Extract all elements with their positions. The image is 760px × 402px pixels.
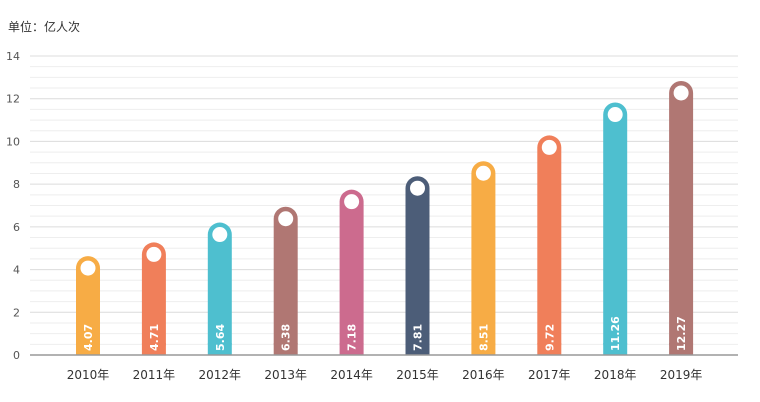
unit-label: 单位：亿人次	[8, 20, 81, 34]
bar-group: 4.71	[141, 242, 166, 355]
bar-group: 5.64	[207, 222, 232, 355]
x-tick-label: 2012年	[199, 368, 242, 382]
x-tick-label: 2018年	[594, 368, 637, 382]
bar-base	[207, 343, 232, 355]
bar-group: 9.72	[537, 135, 562, 355]
bar-group: 12.27	[669, 80, 694, 355]
bar-value-label: 12.27	[675, 316, 688, 351]
bar-value-label: 4.07	[82, 324, 95, 351]
x-tick-label: 2011年	[133, 368, 176, 382]
bar-value-label: 7.81	[412, 324, 425, 351]
x-tick-label: 2013年	[264, 368, 307, 382]
bar-base	[273, 343, 298, 355]
y-axis: 0 2 4 6 8 10 12 14	[6, 50, 20, 362]
bar-value-label: 6.38	[280, 324, 293, 351]
y-tick-label: 2	[13, 306, 20, 319]
y-tick-label: 6	[13, 221, 20, 234]
bar	[471, 161, 496, 355]
bar-marker	[410, 180, 425, 196]
bar	[273, 206, 298, 355]
x-tick-label: 2014年	[330, 368, 373, 382]
bar-base	[141, 343, 166, 355]
bar-value-label: 7.18	[346, 324, 359, 351]
bar-marker	[80, 260, 96, 276]
bar	[141, 242, 166, 355]
bar-marker	[146, 246, 162, 262]
y-tick-label: 14	[6, 50, 20, 63]
bar-base	[76, 343, 100, 355]
bar-value-label: 11.26	[609, 316, 622, 351]
y-tick-label: 8	[13, 178, 20, 191]
bar	[405, 176, 430, 355]
bar-group: 6.38	[273, 206, 298, 355]
bars: 4.07 4.71 5.64 6.38 7.18 7.81 8.51 9.72 11.26 12.…	[76, 80, 694, 355]
bar	[669, 80, 694, 355]
grid-lines	[30, 55, 738, 345]
x-tick-label: 2019年	[660, 368, 703, 382]
bar-group: 4.07	[76, 256, 100, 355]
bar-value-label: 4.71	[148, 324, 161, 351]
bar-base	[669, 343, 694, 355]
bar-group: 8.51	[471, 161, 496, 355]
bar-marker	[541, 139, 557, 155]
bar-group: 7.18	[339, 189, 364, 355]
bar-value-label: 9.72	[543, 324, 556, 351]
bar	[207, 222, 232, 355]
bar-marker	[607, 107, 623, 123]
bar-value-label: 8.51	[477, 324, 490, 351]
bar-marker	[344, 194, 360, 210]
bar	[537, 135, 562, 355]
bar-base	[603, 343, 628, 355]
bar	[339, 189, 364, 355]
bar-base	[339, 343, 364, 355]
x-tick-label: 2016年	[462, 368, 505, 382]
bar-marker	[475, 165, 491, 181]
x-tick-label: 2017年	[528, 368, 571, 382]
x-tick-label: 2010年	[67, 368, 110, 382]
bar-marker	[673, 85, 689, 101]
bar-group: 7.81	[405, 176, 430, 355]
y-tick-label: 12	[6, 93, 20, 106]
bar-marker	[278, 211, 294, 227]
x-axis: 2010年 2011年 2012年 2013年 2014年 2015年 2016年 2017年…	[30, 354, 738, 382]
bar	[76, 256, 100, 355]
bar-base	[405, 343, 430, 355]
y-tick-label: 0	[13, 349, 20, 362]
y-tick-label: 10	[6, 135, 20, 148]
bar-marker	[212, 227, 228, 243]
x-tick-label: 2015年	[396, 368, 439, 382]
bar-base	[537, 343, 562, 355]
bar-group: 11.26	[603, 102, 628, 355]
bar	[603, 102, 628, 355]
bar-base	[471, 343, 496, 355]
bar-value-label: 5.64	[214, 324, 227, 351]
y-tick-label: 4	[13, 264, 20, 277]
